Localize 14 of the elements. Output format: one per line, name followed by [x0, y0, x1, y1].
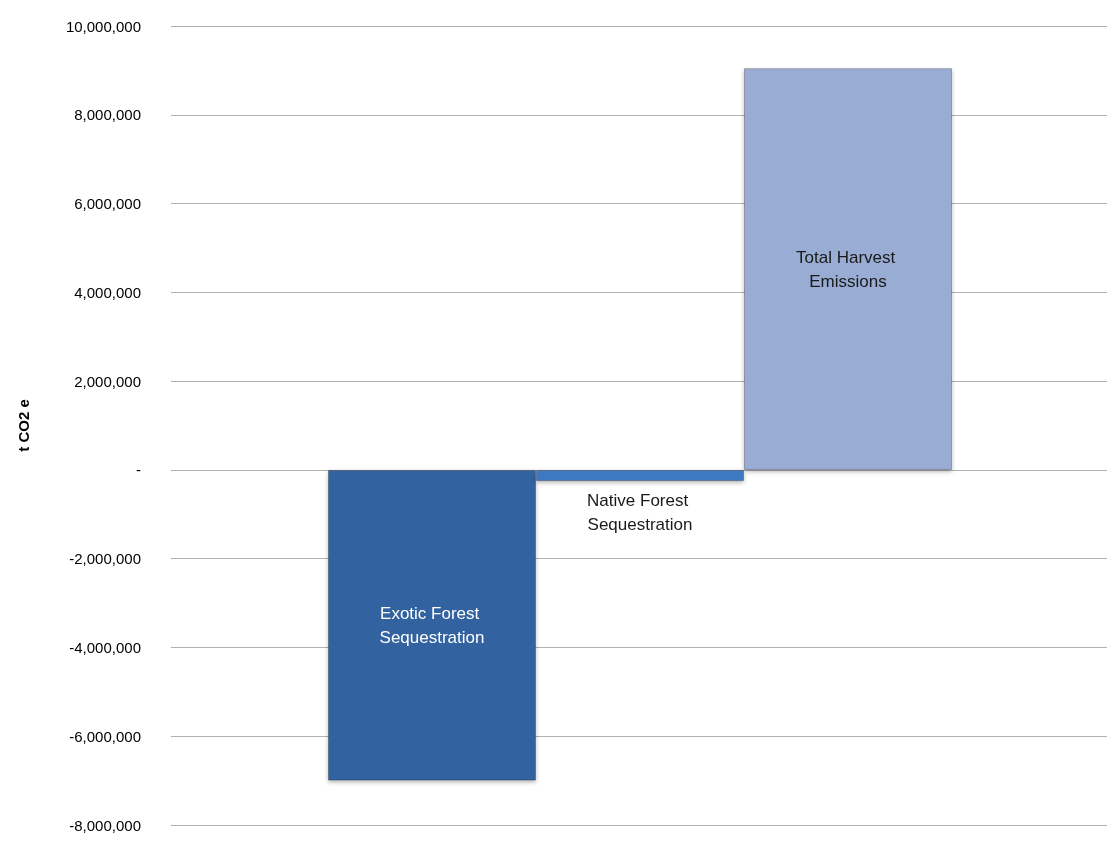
y-tick-label: 10,000,000	[65, 17, 141, 35]
y-tick-label: -4,000,000	[69, 638, 141, 656]
y-tick-label: 4,000,000	[74, 283, 141, 301]
y-tick-label: -8,000,000	[69, 816, 141, 834]
y-tick-label: -2,000,000	[69, 550, 141, 568]
x-tick-label: Exotic Forest Sequestration	[379, 603, 485, 647]
y-axis-title: t CO2 e	[15, 399, 32, 452]
y-tick-label: 8,000,000	[74, 106, 141, 124]
y-tick-label: -6,000,000	[69, 727, 141, 745]
y-tick-label: 2,000,000	[74, 372, 141, 390]
y-tick-label: -	[136, 461, 141, 479]
y-tick-label: 6,000,000	[74, 195, 141, 213]
x-tick-label: Native Forest Sequestration	[587, 491, 693, 535]
x-tick-label: Total Harvest Emissions	[796, 247, 900, 291]
